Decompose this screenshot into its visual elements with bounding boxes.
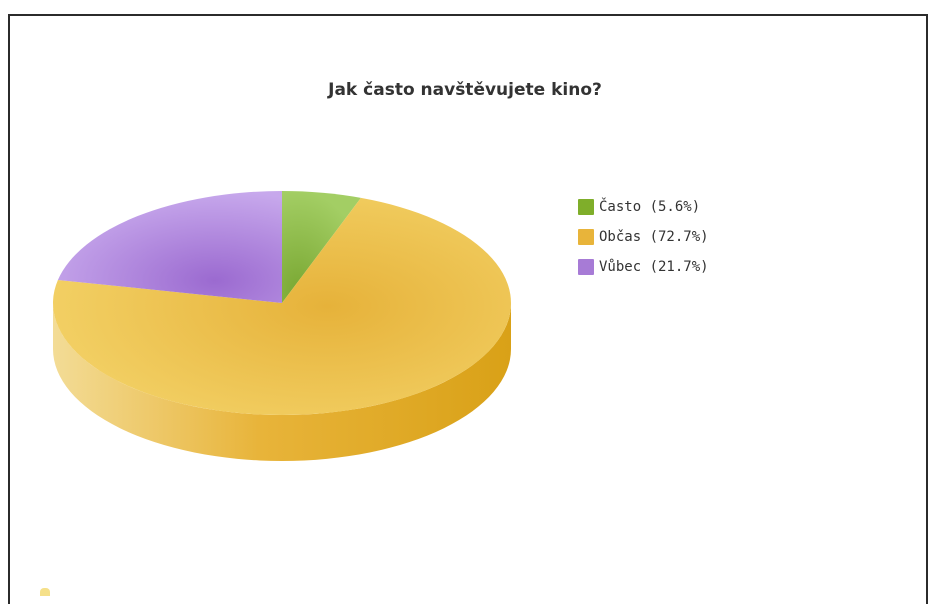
legend-item-vubec: Vůbec (21.7%) — [578, 252, 709, 282]
pie-slice-casto[interactable] — [282, 191, 361, 303]
legend-swatch-obcas — [578, 229, 594, 245]
legend-item-obcas: Občas (72.7%) — [578, 222, 709, 252]
legend-swatch-vubec — [578, 259, 594, 275]
legend-label-vubec: Vůbec (21.7%) — [599, 259, 709, 275]
legend-label-casto: Často (5.6%) — [599, 199, 701, 215]
legend-swatch-casto — [578, 199, 594, 215]
pie-slice-vubec[interactable] — [57, 191, 283, 303]
legend-item-casto: Často (5.6%) — [578, 192, 709, 222]
legend-label-obcas: Občas (72.7%) — [599, 229, 709, 245]
chart-legend: Často (5.6%) Občas (72.7%) Vůbec (21.7%) — [578, 192, 709, 282]
corner-marker — [40, 588, 50, 596]
pie-side-wall — [53, 303, 511, 461]
pie-slice-obcas[interactable] — [52, 197, 511, 416]
chart-title: Jak často navštěvujete kino? — [328, 80, 602, 100]
